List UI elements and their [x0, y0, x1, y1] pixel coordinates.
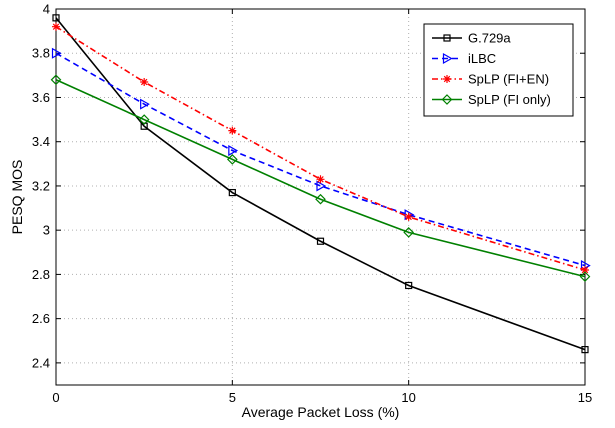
data-point-splp-fi-en [228, 126, 237, 135]
x-tick-label: 10 [401, 390, 415, 405]
data-point-splp-fi-only [138, 114, 150, 125]
data-point-splp-fi-only [50, 74, 62, 86]
data-point-splp-fi-only [315, 193, 326, 205]
data-point-ilbc [228, 145, 239, 157]
legend-marker-splp-fi-only [441, 94, 453, 105]
legend-label-g-729a: G.729a [468, 31, 511, 46]
y-tick-label: 2.8 [32, 267, 50, 282]
plot-area-frame [55, 8, 586, 386]
legend-marker-g-729a [443, 34, 451, 42]
y-tick-label: 3.2 [32, 178, 50, 193]
data-point-splp-fi-en [52, 22, 60, 31]
data-point-splp-fi-only [403, 227, 415, 238]
series-splp-fi-only [50, 74, 591, 282]
data-point-g-729a [405, 281, 413, 290]
data-point-ilbc [51, 47, 62, 59]
y-tick-label: 3 [43, 223, 50, 238]
y-axis-title: PESQ MOS [9, 160, 25, 235]
series-line-splp-fi-only [55, 79, 586, 278]
data-point-g-729a [581, 346, 589, 354]
data-point-ilbc [316, 180, 327, 192]
data-point-splp-fi-en [316, 175, 325, 184]
legend-label-ilbc: iLBC [468, 51, 496, 66]
data-point-ilbc [140, 98, 150, 110]
grid-layer [56, 9, 585, 385]
data-point-g-729a [316, 237, 325, 245]
legend-marker-ilbc [442, 52, 453, 65]
data-point-g-729a [140, 122, 148, 130]
y-tick-label: 2.4 [32, 355, 50, 370]
y-tick-label: 3.8 [32, 46, 50, 61]
data-point-splp-fi-en [581, 265, 589, 274]
tick-layer: 0 5 10 15 2.4 2.6 2.8 3 3.2 3.4 3.6 3.8 4 [32, 2, 592, 406]
legend-marker-splp-fi-en [443, 75, 451, 83]
series-line-g-729a [55, 17, 586, 351]
y-tick-label: 4 [43, 2, 50, 17]
series-g-729a [52, 14, 589, 354]
y-tick-label: 3.6 [32, 90, 50, 105]
y-tick-label: 3.4 [32, 134, 50, 149]
data-point-splp-fi-only [579, 271, 591, 282]
series-splp-fi-en [52, 22, 589, 274]
x-axis-title: Average Packet Loss (%) [242, 404, 400, 420]
x-tick-label: 0 [52, 390, 59, 405]
data-point-splp-fi-en [140, 77, 149, 86]
legend-label-splp-fi-en: SpLP (FI+EN) [468, 72, 549, 87]
series-layer [50, 14, 591, 354]
series-line-ilbc [55, 52, 586, 267]
x-tick-label: 5 [229, 390, 236, 405]
y-tick-label: 2.6 [32, 311, 50, 326]
legend-label-splp-fi-only: SpLP (FI only) [468, 92, 551, 107]
data-point-splp-fi-en [404, 212, 413, 221]
data-point-g-729a [228, 188, 236, 197]
x-tick-label: 15 [578, 390, 592, 405]
series-line-splp-fi-en [55, 26, 586, 271]
data-point-g-729a [52, 14, 60, 22]
legend: G.729a iLBC SpLP (FI+EN) SpLP (FI only) [423, 23, 574, 117]
data-point-splp-fi-only [226, 154, 238, 165]
legend-box [423, 23, 574, 117]
